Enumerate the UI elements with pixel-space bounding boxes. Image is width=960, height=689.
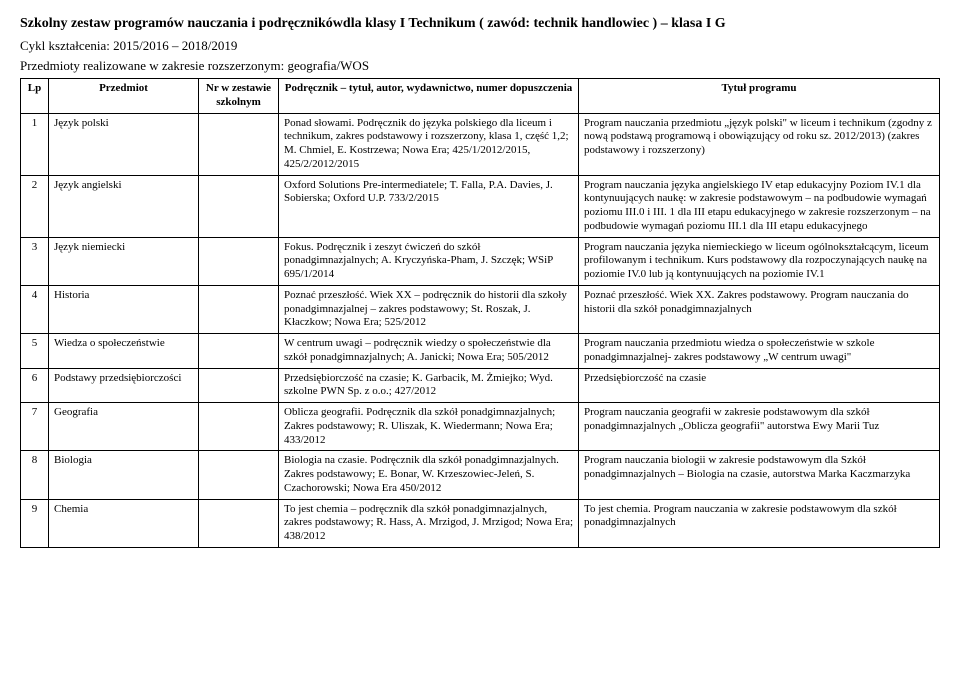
cell-subject: Geografia <box>49 403 199 451</box>
cell-subject: Podstawy przedsiębiorczości <box>49 368 199 403</box>
cell-book: W centrum uwagi – podręcznik wiedzy o sp… <box>279 334 579 369</box>
cell-lp: 5 <box>21 334 49 369</box>
cell-nr <box>199 237 279 285</box>
page-title: Szkolny zestaw programów nauczania i pod… <box>20 16 940 32</box>
cell-subject: Wiedza o społeczeństwie <box>49 334 199 369</box>
table-row: 4Historia Poznać przeszłość. Wiek XX – po… <box>21 285 940 333</box>
cell-book: To jest chemia – podręcznik dla szkół po… <box>279 499 579 547</box>
cell-lp: 7 <box>21 403 49 451</box>
col-nr: Nr w zestawie szkolnym <box>199 79 279 114</box>
scope-line: Przedmioty realizowane w zakresie rozsze… <box>20 58 940 74</box>
cell-program: Program nauczania biologii w zakresie po… <box>579 451 940 499</box>
cycle-line: Cykl kształcenia: 2015/2016 – 2018/2019 <box>20 38 940 54</box>
col-lp: Lp <box>21 79 49 114</box>
cell-nr <box>199 403 279 451</box>
cell-nr <box>199 334 279 369</box>
curriculum-table: Lp Przedmiot Nr w zestawie szkolnym Podr… <box>20 78 940 548</box>
col-book: Podręcznik – tytuł, autor, wydawnictwo, … <box>279 79 579 114</box>
cell-program: To jest chemia. Program nauczania w zakr… <box>579 499 940 547</box>
table-row: 7Geografia Oblicza geografii. Podręcznik … <box>21 403 940 451</box>
cell-lp: 4 <box>21 285 49 333</box>
table-row: 9Chemia To jest chemia – podręcznik dla s… <box>21 499 940 547</box>
col-subject: Przedmiot <box>49 79 199 114</box>
cell-lp: 6 <box>21 368 49 403</box>
cell-subject: Biologia <box>49 451 199 499</box>
cell-program: Program nauczania języka niemieckiego w … <box>579 237 940 285</box>
table-row: 6Podstawy przedsiębiorczości Przedsiębior… <box>21 368 940 403</box>
cell-book: Fokus. Podręcznik i zeszyt ćwiczeń do sz… <box>279 237 579 285</box>
cell-lp: 1 <box>21 113 49 175</box>
col-program: Tytuł programu <box>579 79 940 114</box>
cell-program: Poznać przeszłość. Wiek XX. Zakres podst… <box>579 285 940 333</box>
table-row: 1Język polski Ponad słowami. Podręcznik d… <box>21 113 940 175</box>
table-row: 8Biologia Biologia na czasie. Podręcznik … <box>21 451 940 499</box>
cell-book: Poznać przeszłość. Wiek XX – podręcznik … <box>279 285 579 333</box>
table-row: 3Język niemiecki Fokus. Podręcznik i zesz… <box>21 237 940 285</box>
cell-nr <box>199 451 279 499</box>
cell-program: Program nauczania przedmiotu „język pols… <box>579 113 940 175</box>
cell-book: Biologia na czasie. Podręcznik dla szkół… <box>279 451 579 499</box>
cell-lp: 9 <box>21 499 49 547</box>
cell-nr <box>199 499 279 547</box>
cell-book: Oxford Solutions Pre-intermediatele; T. … <box>279 175 579 237</box>
cell-program: Program nauczania przedmiotu wiedza o sp… <box>579 334 940 369</box>
cell-nr <box>199 113 279 175</box>
cell-nr <box>199 368 279 403</box>
cell-subject: Historia <box>49 285 199 333</box>
cell-program: Przedsiębiorczość na czasie <box>579 368 940 403</box>
table-header-row: Lp Przedmiot Nr w zestawie szkolnym Podr… <box>21 79 940 114</box>
cell-lp: 3 <box>21 237 49 285</box>
cell-subject: Chemia <box>49 499 199 547</box>
cell-book: Oblicza geografii. Podręcznik dla szkół … <box>279 403 579 451</box>
cell-nr <box>199 285 279 333</box>
cell-program: Program nauczania języka angielskiego IV… <box>579 175 940 237</box>
table-row: 2Język angielski Oxford Solutions Pre-int… <box>21 175 940 237</box>
cell-subject: Język angielski <box>49 175 199 237</box>
cell-subject: Język niemiecki <box>49 237 199 285</box>
cell-book: Przedsiębiorczość na czasie; K. Garbacik… <box>279 368 579 403</box>
cell-book: Ponad słowami. Podręcznik do języka pols… <box>279 113 579 175</box>
cell-program: Program nauczania geografii w zakresie p… <box>579 403 940 451</box>
table-row: 5Wiedza o społeczeństwie W centrum uwagi … <box>21 334 940 369</box>
cell-nr <box>199 175 279 237</box>
cell-subject: Język polski <box>49 113 199 175</box>
cell-lp: 8 <box>21 451 49 499</box>
cell-lp: 2 <box>21 175 49 237</box>
